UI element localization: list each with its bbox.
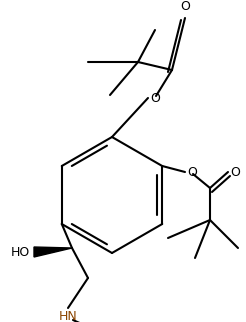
Text: HO: HO	[11, 245, 30, 259]
Polygon shape	[34, 247, 72, 257]
Text: O: O	[230, 166, 240, 178]
Text: O: O	[180, 0, 190, 13]
Text: O: O	[187, 166, 197, 178]
Text: HN: HN	[59, 310, 77, 322]
Text: O: O	[150, 91, 160, 105]
